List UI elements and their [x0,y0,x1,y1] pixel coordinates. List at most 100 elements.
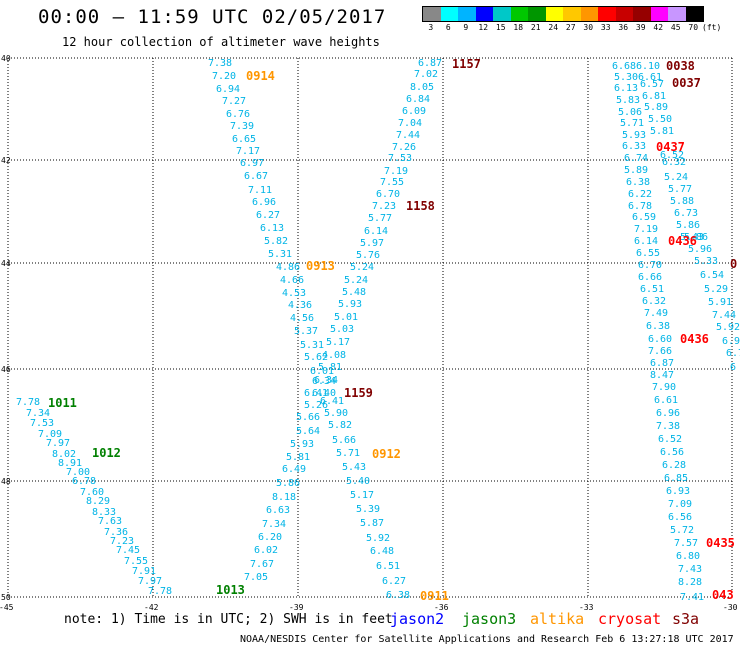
lat-tick-label: 42 [1,156,11,165]
swh-reading-track-b: 5.81 [318,362,342,373]
swh-reading-track-a: 4.56 [290,313,314,324]
legend-altika: altika [530,610,585,628]
swh-reading-track-e: 6.32 [662,157,686,168]
swh-reading-track-c: 7.78 [16,397,40,408]
legend-swatch [458,7,476,21]
color-legend-bar [422,6,704,22]
swh-reading-track-e: 5.86 [676,220,700,231]
legend-tick-label: 12 [478,23,489,32]
legend-swatch [440,7,458,21]
swh-reading-track-a: 6.02 [254,545,278,556]
swh-reading-track-c: 7.36 [104,527,128,538]
legend-tick-label: 36 [618,23,629,32]
swh-reading-track-e: 5.33 [694,256,718,267]
swh-reading-track-b: 6.84 [406,94,430,105]
swh-reading-track-d: 6.68 [612,61,636,72]
swh-reading-track-b: 7.26 [392,142,416,153]
swh-reading-track-d: 6.51 [640,284,664,295]
lon-tick-label: -30 [723,603,738,612]
lon-tick-label: -36 [434,603,449,612]
swh-reading-track-d: 7.19 [634,224,658,235]
swh-reading-track-d: 6.66 [638,272,662,283]
swh-reading-track-b: 5.77 [368,213,392,224]
swh-reading-track-a: 6.01 [310,366,334,377]
swh-reading-track-b: 5.82 [328,420,352,431]
swh-reading-track-e: 5.81 [650,126,674,137]
swh-reading-track-a: 4.53 [282,288,306,299]
swh-reading-track-b: 5.24 [344,275,368,286]
swh-reading-track-a: 6.76 [226,109,250,120]
pass-time-label-s3a: 0 [730,257,737,271]
swh-reading-track-b: 5.76 [356,250,380,261]
swh-reading-track-c: 7.00 [66,467,90,478]
legend-swatch [528,7,546,21]
swh-reading-track-a: 6.34 [312,376,336,387]
swh-reading-track-d: 6.13 [614,83,638,94]
swh-reading-track-d: 5.06 [618,107,642,118]
swh-reading-track-a: 7.20 [212,71,236,82]
legend-tick-label: 15 [495,23,506,32]
swh-reading-track-d: 6.32 [642,296,666,307]
credit-line: NOAA/NESDIS Center for Satellite Applica… [240,634,734,645]
page-title: 00:00 – 11:59 UTC 02/05/2017 [38,6,387,28]
lon-tick-label: -45 [0,603,14,612]
swh-reading-track-e: 5.89 [644,102,668,113]
note-text: note: 1) Time is in UTC; 2) SWH is in fe… [64,612,393,627]
legend-tick-label: 3 [428,23,434,32]
swh-reading-track-a: 5.82 [264,236,288,247]
swh-reading-track-e: 5.86 [684,232,708,243]
lat-tick-label: 44 [1,259,11,268]
swh-reading-track-b: 6.70 [376,189,400,200]
swh-reading-track-b: 5.71 [336,448,360,459]
lon-tick-label: -33 [579,603,594,612]
swh-reading-track-c: 8.29 [86,496,110,507]
swh-reading-track-d: 6.33 [622,141,646,152]
lat-tick-label: 50 [1,593,11,602]
swh-reading-track-d: 8.28 [678,577,702,588]
swh-reading-track-b: 6.41 [320,396,344,407]
legend-tick-label: 24 [548,23,559,32]
swh-reading-track-e: 5.50 [648,114,672,125]
swh-reading-track-b: 5.92 [366,533,390,544]
pass-time-label-cryosat: 0436 [668,234,697,248]
swh-reading-track-e: 6.81 [642,91,666,102]
legend-jason2: jason2 [390,610,445,628]
swh-reading-track-b: 6.51 [376,561,400,572]
swh-reading-track-a: 5.26 [304,400,328,411]
pass-time-label-s3a: 1158 [406,199,435,213]
legend-tick-label: 33 [600,23,611,32]
swh-reading-track-a: 5.37 [294,326,318,337]
swh-reading-track-d: 5.83 [616,95,640,106]
legend-swatch [580,7,598,21]
swh-reading-track-d: 6.70 [638,260,662,271]
swh-reading-track-a: 6.67 [244,171,268,182]
swh-reading-track-d: 7.66 [648,346,672,357]
swh-reading-track-c: 7.45 [116,545,140,556]
swh-reading-track-e: 5.88 [670,196,694,207]
legend-unit: (ft) [702,23,722,32]
swh-reading-track-d: 7.38 [656,421,680,432]
swh-reading-track-c: 7.63 [98,516,122,527]
swh-reading-track-b: 6.27 [382,576,406,587]
swh-reading-track-a: 7.34 [262,519,286,530]
swh-reading-track-d: 5.71 [620,118,644,129]
pass-time-label-s3a: 0037 [672,76,701,90]
swh-reading-track-b: 5.39 [356,504,380,515]
swh-reading-track-b: 7.02 [414,69,438,80]
legend-swatch [423,7,441,21]
swh-reading-track-e: 6.54 [700,270,724,281]
lat-tick-label: 40 [1,54,11,63]
swh-reading-track-a: 7.27 [222,96,246,107]
legend-tick-label: 6 [445,23,451,32]
pass-time-label-cryosat: 0437 [656,140,685,154]
swh-reading-track-e: 6.61 [638,72,662,83]
swh-reading-track-b: 6.14 [364,226,388,237]
legend-swatch [598,7,616,21]
swh-reading-track-c: 7.23 [110,536,134,547]
swh-reading-track-e: 7.44 [712,310,736,321]
swh-reading-track-d: 8.47 [650,370,674,381]
swh-reading-track-c: 7.34 [26,408,50,419]
swh-reading-track-a: 6.96 [252,197,276,208]
swh-reading-track-b: 6.48 [370,546,394,557]
pass-time-label-altika: 0911 [420,589,449,603]
